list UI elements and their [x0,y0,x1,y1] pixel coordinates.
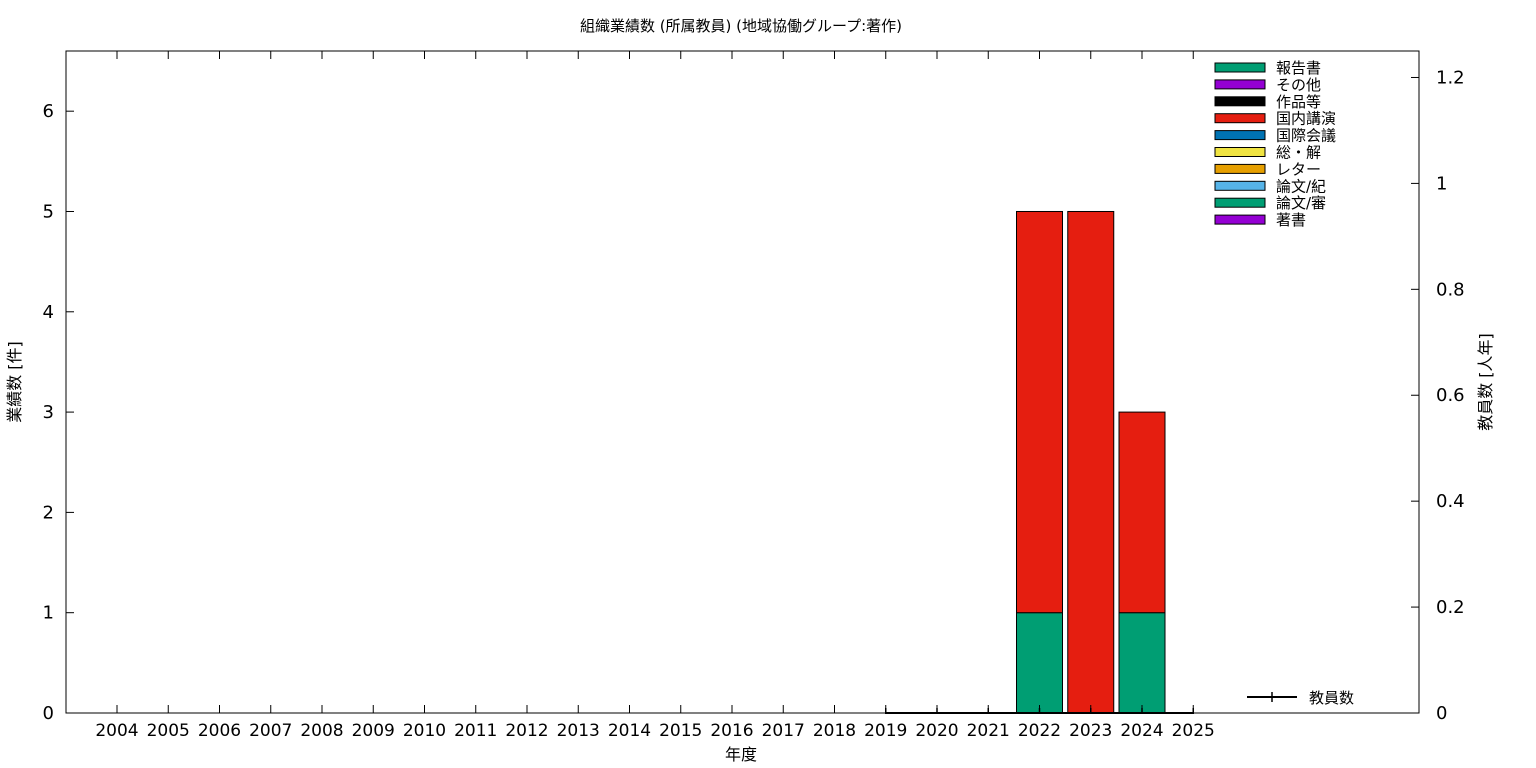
legend-swatch [1214,62,1266,73]
y2-axis-label: 教員数 [人年] [1476,333,1495,431]
legend-swatch [1214,214,1266,225]
legend-label: 作品等 [1276,93,1321,111]
bar-2024-0 [1118,612,1166,714]
legend-swatch [1214,130,1266,141]
x-tick-label: 2021 [967,721,1010,741]
x-tick-label: 2014 [608,721,651,741]
x-axis-label: 年度 [725,745,757,764]
legend-swatch [1214,180,1266,191]
y-tick-label: 5 [43,201,54,222]
y2-tick-label: 0.8 [1436,279,1465,300]
x-tick-label: 2025 [1172,721,1215,741]
x-tick-label: 2012 [505,721,548,741]
legend-label: 論文/紀 [1276,177,1326,195]
x-tick-label: 2007 [249,721,292,741]
x-tick-label: 2010 [403,721,446,741]
y-tick-label: 0 [43,703,54,724]
x-tick-label: 2023 [1069,721,1112,741]
y-tick-label: 3 [43,402,54,423]
bar-2022-0 [1016,612,1063,714]
x-tick-label: 2009 [352,721,395,741]
x-tick-label: 2011 [454,721,497,741]
y-axis-label: 業績数 [件] [5,341,24,423]
legend-swatch [1214,113,1266,124]
y2-tick-label: 1 [1436,173,1447,194]
bars-group [1016,210,1166,714]
bar-2022-3 [1016,210,1063,614]
x-tick-label: 2020 [915,721,958,741]
x-tick-label: 2018 [813,721,856,741]
x-tick-label: 2008 [300,721,343,741]
bar-2023-3 [1067,210,1115,714]
x-tick-label: 2016 [710,721,753,741]
x-tick-label: 2017 [762,721,805,741]
legend-swatch [1214,147,1266,157]
legend-line-label: 教員数 [1309,689,1354,707]
legend-label: 著書 [1276,211,1306,229]
x-tick-label: 2005 [147,721,190,741]
y-tick-label: 2 [43,502,54,523]
y2-tick-label: 0 [1436,703,1447,724]
y2-tick-label: 0.2 [1436,597,1465,618]
x-tick-label: 2024 [1120,721,1163,741]
y-tick-label: 6 [43,101,54,122]
y-tick-label: 1 [43,603,54,624]
legend-swatch [1214,96,1266,107]
legend-label: その他 [1276,76,1321,94]
x-axis-ticks: 2004 2005 2006 2007 2008 2009 2010 2011 2012 2013… [95,51,1215,741]
x-tick-label: 2022 [1018,721,1061,741]
x-tick-label: 2004 [95,721,138,741]
legend-label: 総・解 [1276,144,1321,162]
legend-swatch [1214,197,1266,208]
x-tick-label: 2015 [659,721,702,741]
legend-swatch [1214,79,1266,90]
y2-tick-label: 1.2 [1436,67,1465,88]
x-tick-label: 2006 [198,721,241,741]
x-tick-label: 2013 [557,721,600,741]
legend-label: 報告書 [1276,59,1321,77]
y-tick-label: 4 [43,302,54,323]
chart-title: 組織業績数 (所属教員) (地域協働グループ:著作) [580,17,902,35]
y2-tick-label: 0.4 [1436,491,1465,512]
plot-frame [65,50,1420,714]
y-axis-ticks: 0 1 2 3 4 5 6 [43,101,74,724]
y2-tick-label: 0.6 [1436,385,1465,406]
legend-label: レター [1276,160,1321,178]
bar-2024-3 [1118,411,1166,614]
legend-label: 論文/審 [1276,194,1326,212]
legend-swatch [1214,163,1266,174]
y2-axis-ticks: 0 0.2 0.4 0.6 0.8 1 1.2 [1411,67,1465,724]
legend-label: 国内講演 [1276,110,1336,128]
x-tick-label: 2019 [864,721,907,741]
legend-label: 国際会議 [1276,127,1336,145]
